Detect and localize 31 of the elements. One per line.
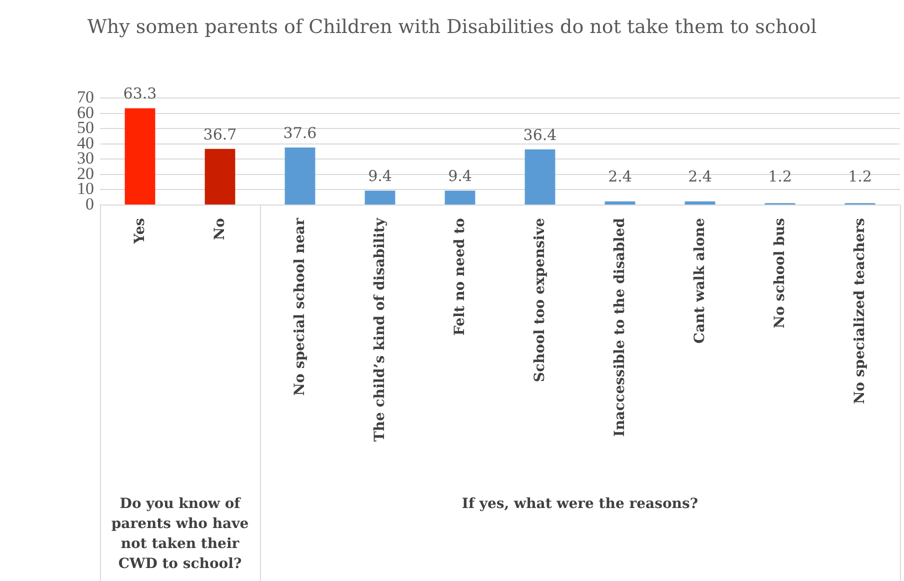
data-label: 36.4 bbox=[523, 126, 557, 144]
text: Do you know of parents who have not taken their CWD to school? bbox=[110, 495, 250, 574]
bar bbox=[204, 148, 236, 204]
x-tick-label: School too expensive bbox=[530, 218, 548, 382]
x-tick-label: No special school near bbox=[290, 218, 308, 396]
bar bbox=[284, 148, 316, 204]
bar bbox=[524, 149, 556, 204]
bar bbox=[364, 190, 396, 204]
data-label: 9.4 bbox=[448, 167, 472, 186]
x-tick-label: No specialized teachers bbox=[850, 218, 868, 404]
x-tick-label: No bbox=[210, 218, 228, 240]
data-label: 1.2 bbox=[768, 167, 792, 186]
data-label: 37.6 bbox=[283, 124, 317, 142]
data-label: 2.4 bbox=[688, 167, 712, 186]
bar bbox=[444, 190, 476, 204]
data-label: 2.4 bbox=[608, 167, 632, 186]
text: If yes, what were the reasons? bbox=[460, 495, 700, 514]
x-tick-label: No school bus bbox=[770, 218, 788, 328]
x-tick-label: Inaccessible to the disabled bbox=[610, 218, 628, 437]
bar bbox=[684, 201, 716, 204]
x-tick-label: Cant walk alone bbox=[690, 218, 708, 344]
bar bbox=[124, 108, 156, 204]
x-tick-label: The child’s kind of disability bbox=[370, 218, 388, 442]
data-label: 36.7 bbox=[203, 125, 237, 144]
data-label: 9.4 bbox=[368, 167, 392, 186]
bar bbox=[604, 201, 636, 204]
data-label: 1.2 bbox=[848, 167, 872, 186]
chart-title: Why somen parents of Children with Disabilities do not take them to school bbox=[86, 15, 818, 40]
x-tick-label: Yes bbox=[130, 218, 148, 244]
x-tick-label: Felt no need to bbox=[450, 218, 468, 336]
data-label: 63.3 bbox=[123, 84, 157, 103]
